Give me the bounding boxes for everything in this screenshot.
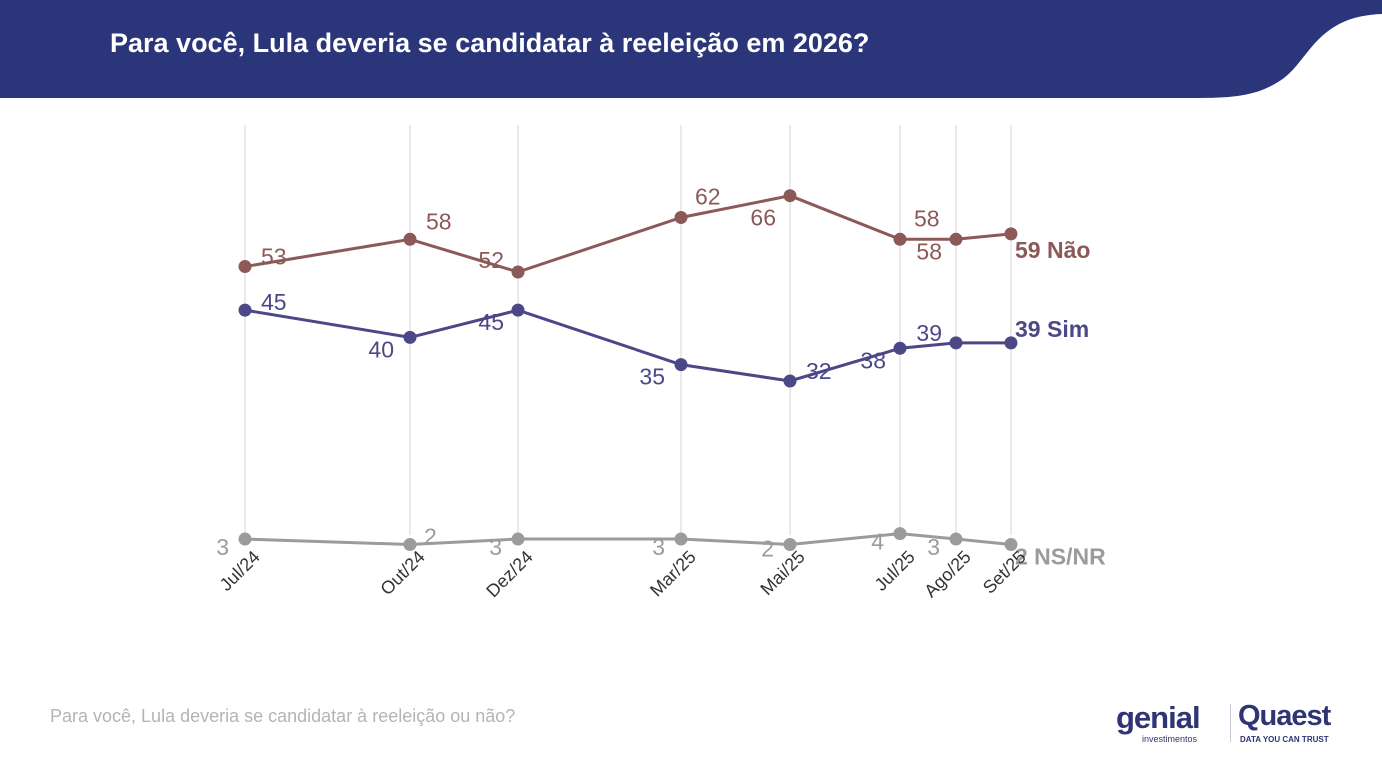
legend-label-ns-nr: 2 NS/NR <box>1015 544 1106 570</box>
point-sim-ago-25 <box>949 336 963 350</box>
point-ns-nr-dez-24 <box>511 532 525 546</box>
point-sim-jul-25 <box>893 341 907 355</box>
genial-logo: genial <box>1116 700 1201 735</box>
data-label-n-o: 62 <box>695 184 721 210</box>
point-n-o-mai-25 <box>783 189 797 203</box>
data-label-sim: 45 <box>478 309 504 335</box>
header-banner: Para você, Lula deveria se candidatar à … <box>0 0 1382 100</box>
point-sim-mai-25 <box>783 374 797 388</box>
point-sim-set-25 <box>1004 336 1018 350</box>
point-n-o-out-24 <box>403 232 417 246</box>
point-ns-nr-out-24 <box>403 538 417 551</box>
genial-logo-subtitle: investimentos <box>1142 734 1198 744</box>
chart-points <box>238 189 1018 551</box>
point-n-o-jul-25 <box>893 232 907 246</box>
data-label-sim: 32 <box>806 358 832 384</box>
data-label-sim: 39 <box>916 320 942 346</box>
data-label-n-o: 66 <box>750 205 776 231</box>
point-sim-mar-25 <box>674 358 688 372</box>
point-ns-nr-jul-25 <box>893 527 907 541</box>
x-tick-label: Set/25 <box>979 547 1030 598</box>
data-label-n-o: 58 <box>914 205 940 231</box>
point-ns-nr-mai-25 <box>783 538 797 551</box>
point-n-o-ago-25 <box>949 232 963 246</box>
data-label-sim: 40 <box>368 336 394 362</box>
point-n-o-set-25 <box>1004 227 1018 241</box>
header-shape <box>0 0 1382 98</box>
point-n-o-dez-24 <box>511 265 525 279</box>
logo-divider <box>1230 704 1231 742</box>
data-label-sim: 35 <box>639 364 665 390</box>
data-label-ns-nr: 3 <box>927 534 940 560</box>
data-label-ns-nr: 2 <box>424 524 437 550</box>
legend-label-n-o: 59 Não <box>1015 237 1090 263</box>
series-line-n-o <box>244 194 1012 274</box>
data-label-ns-nr: 3 <box>216 534 229 560</box>
series-line-ns-nr <box>244 532 1012 546</box>
data-label-n-o: 58 <box>916 238 942 264</box>
point-ns-nr-jul-24 <box>238 532 252 546</box>
point-n-o-mar-25 <box>674 211 688 224</box>
chart-lines <box>244 194 1012 546</box>
header-background <box>0 0 1382 98</box>
data-label-sim: 45 <box>261 289 287 315</box>
legend-label-sim: 39 Sim <box>1015 316 1089 342</box>
chart-legend: 59 Não 39 Sim 2 NS/NR <box>1015 237 1106 570</box>
data-label-n-o: 58 <box>426 208 452 234</box>
quaest-tagline: DATA YOU CAN TRUST <box>1240 735 1329 744</box>
quaest-logo: Quaest <box>1238 700 1331 732</box>
data-label-ns-nr: 3 <box>489 534 502 560</box>
data-label-ns-nr: 4 <box>871 529 884 555</box>
point-sim-out-24 <box>403 330 417 344</box>
point-ns-nr-mar-25 <box>674 532 688 546</box>
point-ns-nr-ago-25 <box>949 532 963 546</box>
data-label-sim: 38 <box>860 347 886 373</box>
series-line-sim <box>244 308 1011 383</box>
data-label-ns-nr: 2 <box>761 536 774 562</box>
data-label-n-o: 52 <box>478 247 504 273</box>
x-tick-label: Out/24 <box>376 547 428 599</box>
data-label-ns-nr: 3 <box>652 534 665 560</box>
point-sim-dez-24 <box>511 303 525 317</box>
point-ns-nr-set-25 <box>1004 538 1018 551</box>
data-label-n-o: 53 <box>261 244 287 270</box>
brand-logos: genial investimentos Quaest DATA YOU CAN… <box>1112 700 1352 750</box>
point-n-o-jul-24 <box>238 260 252 274</box>
page-title: Para você, Lula deveria se candidatar à … <box>110 28 870 58</box>
x-axis-ticks: Jul/24 Out/24 Dez/24 Mar/25 Mai/25 Jul/25 Ago/… <box>216 547 1030 601</box>
point-sim-jul-24 <box>238 303 252 317</box>
footnote: Para você, Lula deveria se candidatar à … <box>50 706 516 726</box>
